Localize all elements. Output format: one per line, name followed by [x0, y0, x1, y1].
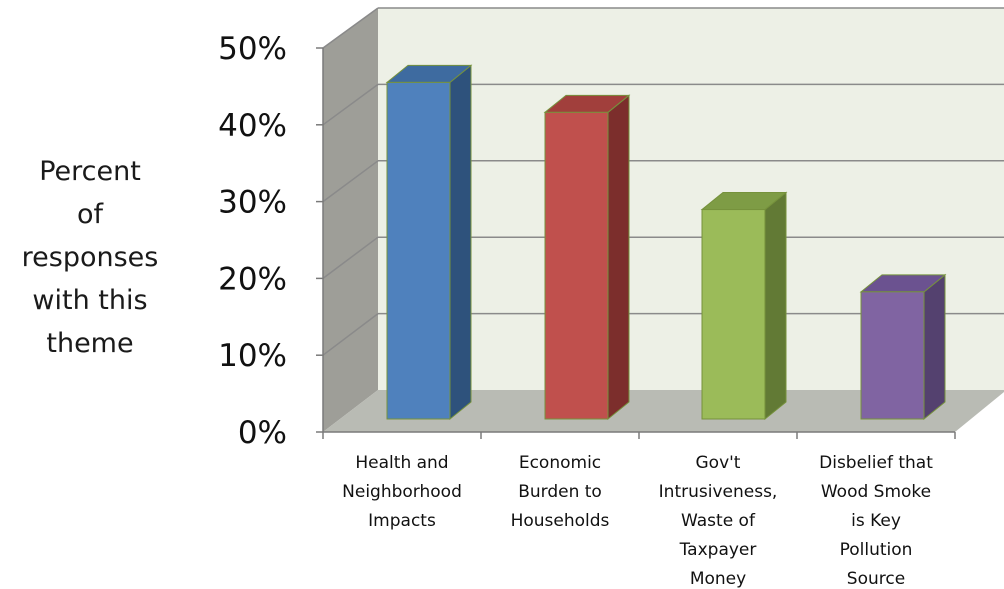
y-tick-label: 50%: [218, 31, 287, 67]
gridline-side: [322, 313, 379, 356]
x-category-label: Impacts: [368, 511, 436, 531]
y-tick-label: 40%: [218, 108, 287, 144]
floor: [323, 390, 1004, 432]
y-tick-label: 20%: [218, 261, 287, 297]
x-category-label: is Key: [851, 511, 901, 531]
x-category-label: Intrusiveness,: [659, 482, 778, 502]
y-tick-label: 0%: [238, 415, 287, 451]
x-category-label: Money: [690, 569, 746, 589]
back-wall: [378, 8, 1004, 390]
x-category-label: Waste of: [681, 511, 756, 531]
y-tick-label: 30%: [218, 185, 287, 221]
gridline-side: [322, 160, 379, 203]
x-category-label: Source: [847, 569, 905, 589]
bar-side: [923, 273, 946, 421]
x-category-label: Burden to: [518, 482, 602, 502]
x-category-label: Wood Smoke: [821, 482, 931, 502]
x-category-label: Taxpayer: [679, 540, 757, 560]
bar: [701, 209, 766, 420]
y-tick-label: 10%: [218, 338, 287, 374]
x-category-label: Gov't: [696, 453, 741, 473]
x-category-label: Pollution: [840, 540, 913, 560]
bar-side: [607, 94, 630, 421]
x-category-label: Neighborhood: [342, 482, 462, 502]
bar: [860, 291, 925, 420]
side-wall: [323, 8, 378, 432]
bar-side: [764, 191, 787, 421]
gridline-side: [322, 83, 379, 126]
x-category-label: Disbelief that: [819, 453, 933, 473]
x-category-label: Health and: [355, 453, 448, 473]
bar: [544, 111, 609, 420]
x-category-label: Economic: [519, 453, 601, 473]
bar-side: [449, 64, 472, 421]
y-axis-label: Percent of responses with this theme: [21, 156, 159, 359]
gridline-side: [322, 7, 379, 49]
bar: [386, 81, 451, 420]
gridline-side: [322, 236, 379, 280]
x-category-label: Households: [511, 511, 610, 531]
